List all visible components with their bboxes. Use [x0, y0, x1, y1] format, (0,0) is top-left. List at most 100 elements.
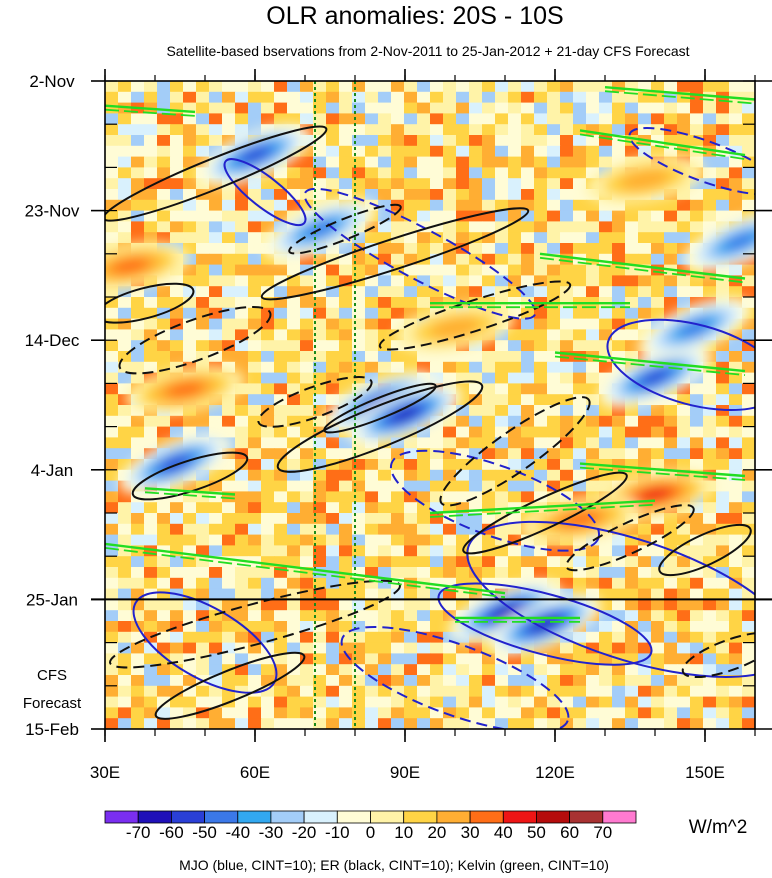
anomaly-cell: [222, 588, 236, 600]
anomaly-cell: [456, 135, 470, 147]
anomaly-cell: [677, 383, 691, 395]
anomaly-cell: [326, 275, 340, 287]
anomaly-cell: [144, 167, 158, 179]
anomaly-cell: [703, 102, 717, 114]
anomaly-cell: [326, 156, 340, 168]
anomaly-cell: [742, 167, 755, 179]
anomaly-cell: [599, 232, 613, 244]
anomaly-cell: [690, 577, 704, 590]
anomaly-cell: [209, 480, 223, 492]
anomaly-cell: [183, 351, 197, 363]
anomaly-cell: [417, 102, 431, 114]
anomaly-cell: [287, 340, 301, 352]
anomaly-cell: [352, 556, 366, 568]
anomaly-cell: [300, 729, 314, 740]
anomaly-cell: [365, 113, 379, 125]
anomaly-cell: [690, 437, 704, 449]
anomaly-cell: [287, 178, 301, 190]
anomaly-cell: [508, 556, 522, 568]
anomaly-cell: [612, 113, 626, 125]
anomaly-cell: [365, 642, 379, 654]
anomaly-cell: [417, 534, 431, 546]
anomaly-cell: [560, 189, 574, 201]
y-tick-label: 23-Nov: [25, 202, 80, 221]
anomaly-cell: [261, 588, 275, 600]
anomaly-cell: [417, 232, 431, 244]
anomaly-cell: [560, 264, 574, 276]
anomaly-cell: [456, 415, 470, 428]
anomaly-cell: [469, 567, 483, 579]
anomaly-cell: [573, 469, 587, 482]
anomaly-cell: [443, 707, 457, 719]
anomaly-cell: [248, 642, 262, 654]
anomaly-cell: [313, 502, 327, 514]
anomaly-cell: [196, 534, 210, 546]
anomaly-cell: [586, 210, 600, 222]
anomaly-cell: [326, 264, 340, 276]
anomaly-cell: [690, 102, 704, 114]
anomaly-cell: [378, 329, 392, 341]
anomaly-cell: [170, 545, 184, 557]
anomaly-cell: [248, 81, 262, 93]
anomaly-cell: [547, 459, 561, 471]
anomaly-cell: [274, 491, 288, 503]
anomaly-cell: [313, 361, 327, 374]
anomaly-cell: [495, 329, 509, 341]
anomaly-cell: [209, 556, 223, 568]
anomaly-cell: [235, 426, 249, 438]
anomaly-cell: [287, 394, 301, 406]
anomaly-cell: [430, 426, 444, 438]
anomaly-cell: [547, 426, 561, 438]
anomaly-cell: [196, 480, 210, 492]
anomaly-cell: [742, 286, 755, 298]
anomaly-cell: [339, 610, 353, 622]
anomaly-cell: [677, 405, 691, 417]
anomaly-cell: [677, 297, 691, 309]
anomaly-cell: [469, 469, 483, 482]
er-contour: [118, 306, 272, 375]
anomaly-cell: [170, 178, 184, 190]
anomaly-cell: [352, 642, 366, 654]
anomaly-cell: [235, 567, 249, 579]
anomaly-cell: [378, 210, 392, 222]
anomaly-cell: [430, 189, 444, 201]
anomaly-cell: [599, 675, 613, 687]
anomaly-cell: [248, 221, 262, 233]
anomaly-cell: [105, 372, 119, 384]
anomaly-cell: [170, 664, 184, 676]
anomaly-cell: [404, 675, 418, 687]
anomaly-cell: [534, 221, 548, 233]
anomaly-cell: [625, 610, 639, 622]
anomaly-cell: [443, 588, 457, 600]
anomaly-cell: [664, 145, 678, 158]
anomaly-cell: [170, 534, 184, 546]
anomaly-cell: [404, 502, 418, 514]
anomaly-cell: [573, 707, 587, 719]
anomaly-cell: [365, 232, 379, 244]
anomaly-cell: [118, 664, 132, 676]
anomaly-cell: [274, 707, 288, 719]
anomaly-cell: [209, 286, 223, 298]
kelvin-contour: [579, 466, 746, 481]
anomaly-cell: [365, 696, 379, 708]
anomaly-cell: [456, 534, 470, 546]
anomaly-cell: [118, 696, 132, 708]
anomaly-cell: [378, 664, 392, 676]
anomaly-cell: [196, 286, 210, 298]
anomaly-cell: [300, 491, 314, 503]
anomaly-cell: [729, 102, 743, 114]
anomaly-cell: [183, 631, 197, 644]
anomaly-cell: [326, 491, 340, 503]
anomaly-cell: [638, 729, 652, 740]
anomaly-cell: [547, 307, 561, 320]
anomaly-cell: [157, 189, 171, 201]
anomaly-cell: [391, 243, 405, 255]
kelvin-contour: [604, 90, 755, 105]
anomaly-cell: [326, 685, 340, 698]
anomaly-cell: [625, 253, 639, 266]
anomaly-cell: [625, 124, 639, 136]
anomaly-cell: [560, 102, 574, 114]
er-contour: [105, 125, 328, 222]
anomaly-cell: [144, 707, 158, 719]
anomaly-cell: [716, 459, 730, 471]
